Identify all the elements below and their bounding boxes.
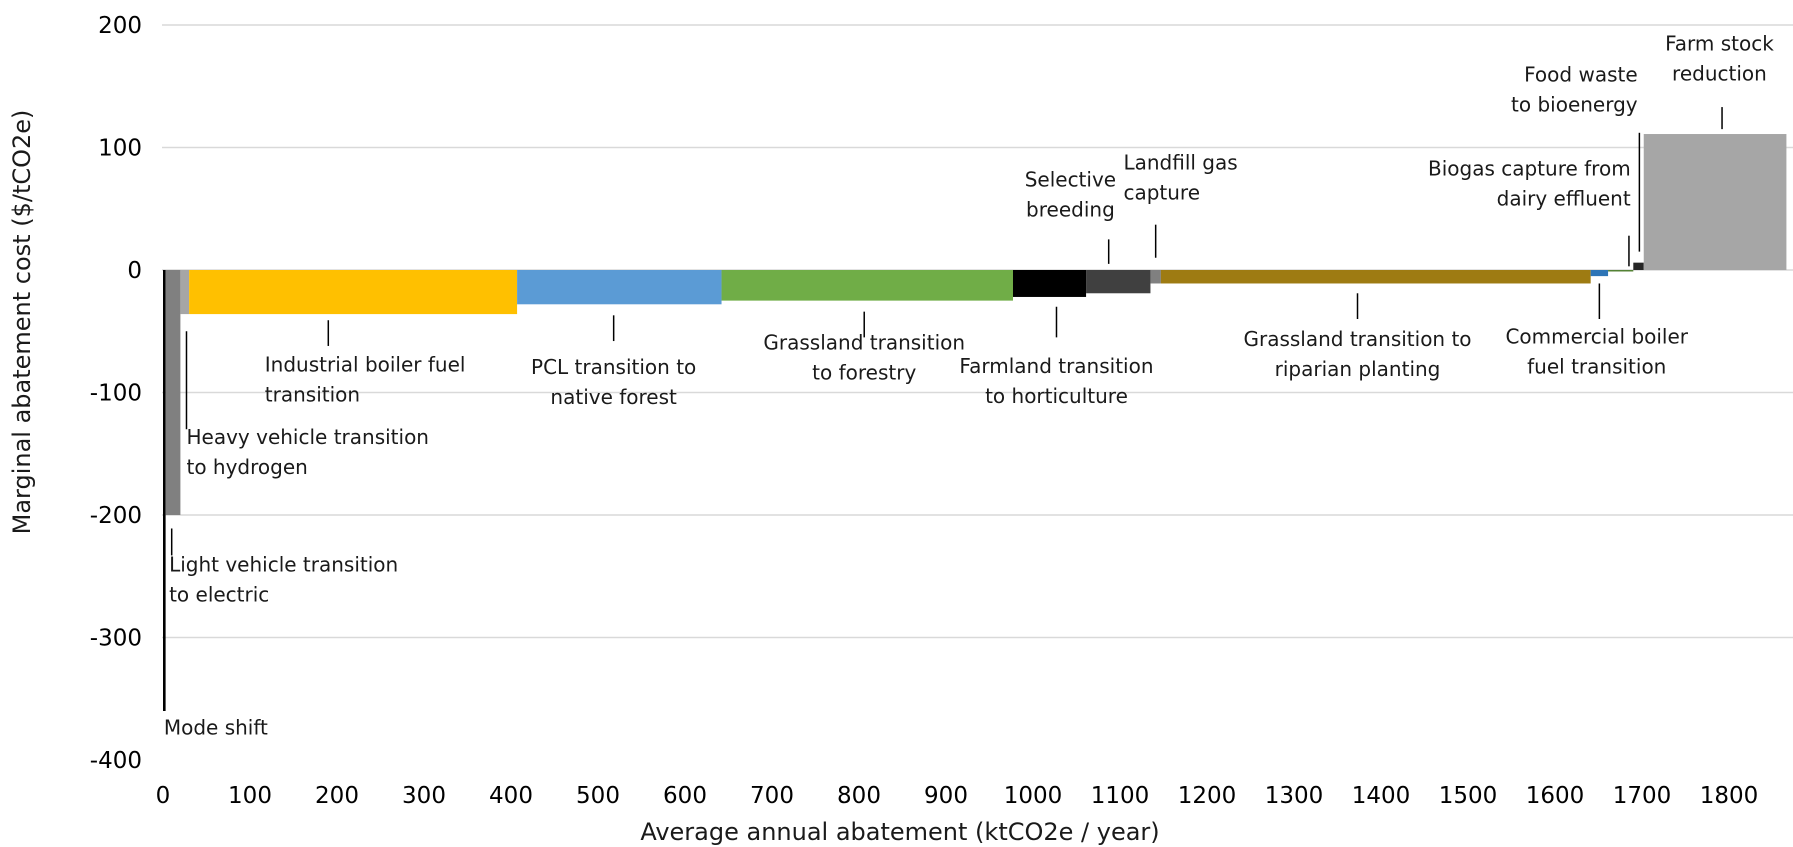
y-tick-labels: 200 100 0 -100 -200 -300 -400 [90, 13, 142, 774]
annotation-label: Light vehicle transition to electric [169, 552, 398, 606]
bar-9 [1160, 270, 1591, 284]
bar-12 [1633, 262, 1644, 270]
x-tick-label: 800 [837, 783, 881, 809]
x-tick-label: 1100 [1091, 783, 1150, 809]
y-tick-label: -100 [90, 381, 142, 407]
annotation-label: Food waste to bioenergy [1511, 62, 1638, 116]
x-tick-label: 0 [156, 783, 171, 809]
x-tick-label: 100 [228, 783, 272, 809]
bar-6 [1012, 270, 1087, 297]
bar-11 [1608, 270, 1634, 272]
x-axis-label: Average annual abatement (ktCO2e / year) [640, 818, 1159, 846]
x-tick-label: 400 [489, 783, 533, 809]
x-tick-label: 700 [750, 783, 794, 809]
x-tick-label: 1600 [1526, 783, 1585, 809]
annotation-label: Biogas capture from dairy effluent [1428, 157, 1631, 211]
bar-1 [165, 270, 181, 515]
bar-7 [1086, 270, 1151, 294]
annotation-label: Mode shift [164, 715, 268, 739]
y-tick-label: -200 [90, 503, 142, 529]
x-tick-label: 1500 [1439, 783, 1498, 809]
annotation-label: Landfill gas capture [1123, 151, 1237, 205]
annotation-label: Farmland transition to horticulture [959, 354, 1153, 408]
x-tick-label: 900 [924, 783, 968, 809]
x-tick-label: 200 [315, 783, 359, 809]
y-tick-label: 100 [98, 136, 142, 162]
x-tick-label: 1400 [1352, 783, 1411, 809]
bar-3 [189, 270, 518, 315]
bar-2 [180, 270, 190, 315]
y-axis-label: Marginal abatement cost ($/tCO2e) [8, 110, 36, 535]
annotation-label: Grassland transition to riparian planting [1243, 327, 1471, 381]
bar-0 [163, 270, 166, 711]
annotation-label: Industrial boiler fuel transition [265, 353, 466, 407]
annotation-label: Heavy vehicle transition to hydrogen [186, 425, 428, 479]
annotation-label: Farm stock reduction [1665, 32, 1774, 86]
x-tick-labels: 0 100 200 300 400 500 600 700 800 900 1000 1100 1200… [156, 783, 1759, 809]
x-tick-label: 500 [576, 783, 620, 809]
y-tick-label: -300 [90, 626, 142, 652]
bar-8 [1150, 270, 1161, 284]
x-tick-label: 300 [402, 783, 446, 809]
x-tick-label: 1700 [1613, 783, 1672, 809]
annotation-label: Grassland transition to forestry [763, 331, 965, 385]
x-tick-label: 1800 [1700, 783, 1759, 809]
y-tick-label: -400 [90, 748, 142, 774]
bar-13 [1643, 134, 1787, 270]
x-tick-label: 1200 [1178, 783, 1237, 809]
annotations: Industrial boiler fuel transition PCL tran… [164, 32, 1774, 740]
y-tick-label: 200 [98, 13, 142, 39]
bar-5 [721, 270, 1013, 301]
bar-10 [1590, 270, 1609, 277]
x-tick-label: 1000 [1004, 783, 1063, 809]
annotation-label: Selective breeding [1025, 168, 1116, 222]
y-tick-label: 0 [127, 258, 142, 284]
bar-4 [517, 270, 722, 305]
annotation-label: PCL transition to native forest [531, 355, 696, 409]
x-tick-label: 600 [663, 783, 707, 809]
x-tick-label: 1300 [1265, 783, 1324, 809]
annotation-label: Commercial boiler fuel transition [1505, 325, 1688, 379]
bars [163, 134, 1787, 711]
